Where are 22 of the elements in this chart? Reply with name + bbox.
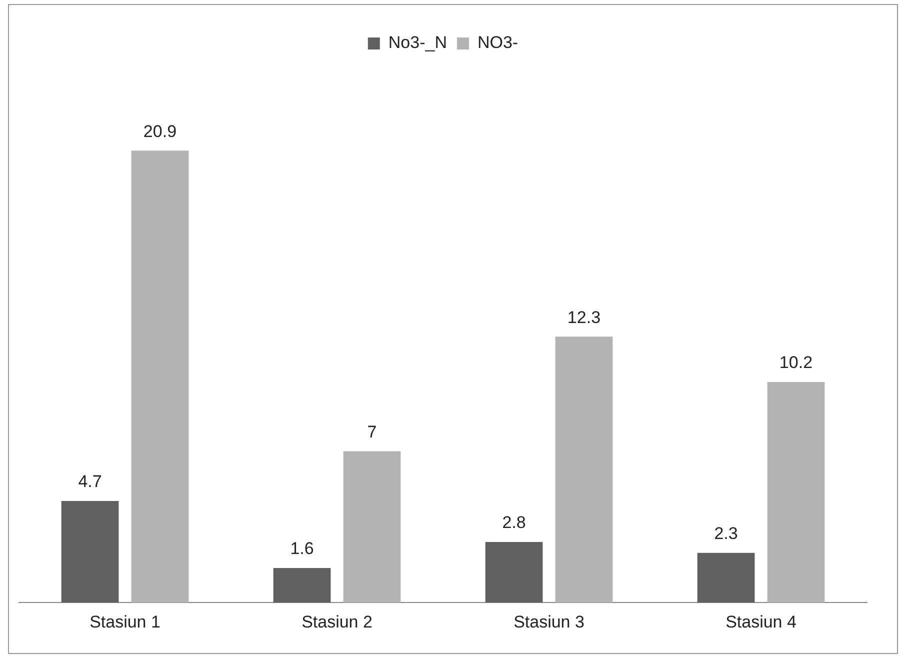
x-tick-label: Stasiun 2	[302, 612, 372, 632]
x-tick-label: Stasiun 1	[90, 612, 160, 632]
bar	[697, 552, 755, 603]
x-tick-label: Stasiun 4	[726, 612, 796, 632]
bar	[485, 542, 543, 603]
bar	[555, 336, 613, 603]
data-label: 1.6	[290, 539, 314, 558]
data-label: 20.9	[143, 122, 177, 141]
data-label: 12.3	[567, 308, 601, 327]
bar	[61, 500, 119, 603]
data-label: 4.7	[78, 472, 102, 492]
bar	[767, 382, 825, 603]
data-label: 7	[367, 422, 377, 442]
bar	[273, 568, 331, 603]
legend-label: NO3-	[477, 33, 518, 52]
bar	[343, 451, 401, 603]
data-label: 2.8	[502, 513, 526, 532]
x-tick-label: Stasiun 3	[514, 612, 584, 632]
data-label: 10.2	[779, 353, 813, 372]
legend-label: No3-_N	[388, 33, 447, 52]
bar	[131, 150, 189, 603]
data-label: 2.3	[714, 524, 738, 544]
